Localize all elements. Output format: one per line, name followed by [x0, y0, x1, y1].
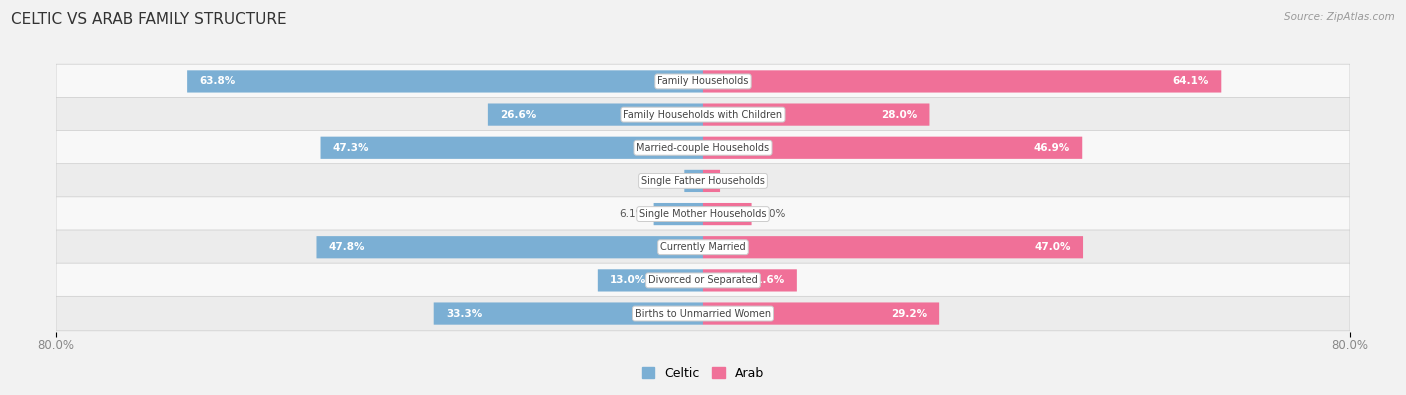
- Text: 47.0%: 47.0%: [1035, 242, 1071, 252]
- FancyBboxPatch shape: [703, 70, 1222, 92]
- Text: 46.9%: 46.9%: [1033, 143, 1070, 153]
- Text: Source: ZipAtlas.com: Source: ZipAtlas.com: [1284, 12, 1395, 22]
- Text: 33.3%: 33.3%: [446, 308, 482, 318]
- Text: Family Households with Children: Family Households with Children: [623, 109, 783, 120]
- Text: 13.0%: 13.0%: [610, 275, 647, 286]
- FancyBboxPatch shape: [703, 170, 720, 192]
- FancyBboxPatch shape: [433, 303, 703, 325]
- Text: Births to Unmarried Women: Births to Unmarried Women: [636, 308, 770, 318]
- FancyBboxPatch shape: [654, 203, 703, 225]
- Text: 63.8%: 63.8%: [200, 77, 236, 87]
- FancyBboxPatch shape: [187, 70, 703, 92]
- FancyBboxPatch shape: [316, 236, 703, 258]
- FancyBboxPatch shape: [56, 64, 1350, 99]
- Text: Single Mother Households: Single Mother Households: [640, 209, 766, 219]
- FancyBboxPatch shape: [56, 97, 1350, 132]
- Text: 29.2%: 29.2%: [891, 308, 927, 318]
- FancyBboxPatch shape: [685, 170, 703, 192]
- Text: 26.6%: 26.6%: [501, 109, 536, 120]
- FancyBboxPatch shape: [703, 103, 929, 126]
- FancyBboxPatch shape: [56, 263, 1350, 298]
- Text: Divorced or Separated: Divorced or Separated: [648, 275, 758, 286]
- FancyBboxPatch shape: [56, 197, 1350, 231]
- FancyBboxPatch shape: [56, 164, 1350, 198]
- FancyBboxPatch shape: [56, 230, 1350, 265]
- Text: CELTIC VS ARAB FAMILY STRUCTURE: CELTIC VS ARAB FAMILY STRUCTURE: [11, 12, 287, 27]
- FancyBboxPatch shape: [703, 269, 797, 292]
- FancyBboxPatch shape: [56, 296, 1350, 331]
- FancyBboxPatch shape: [598, 269, 703, 292]
- Text: 47.8%: 47.8%: [329, 242, 366, 252]
- FancyBboxPatch shape: [321, 137, 703, 159]
- Text: Family Households: Family Households: [658, 77, 748, 87]
- Legend: Celtic, Arab: Celtic, Arab: [637, 362, 769, 385]
- Text: 2.1%: 2.1%: [728, 176, 755, 186]
- Text: 11.6%: 11.6%: [748, 275, 785, 286]
- FancyBboxPatch shape: [56, 130, 1350, 165]
- FancyBboxPatch shape: [488, 103, 703, 126]
- FancyBboxPatch shape: [703, 137, 1083, 159]
- Text: Currently Married: Currently Married: [661, 242, 745, 252]
- FancyBboxPatch shape: [703, 203, 752, 225]
- Text: 28.0%: 28.0%: [882, 109, 917, 120]
- Text: 47.3%: 47.3%: [333, 143, 370, 153]
- Text: 6.1%: 6.1%: [619, 209, 645, 219]
- Text: 64.1%: 64.1%: [1173, 77, 1209, 87]
- Text: 6.0%: 6.0%: [759, 209, 786, 219]
- Text: Single Father Households: Single Father Households: [641, 176, 765, 186]
- Text: 2.3%: 2.3%: [650, 176, 676, 186]
- FancyBboxPatch shape: [703, 236, 1083, 258]
- FancyBboxPatch shape: [703, 303, 939, 325]
- Text: Married-couple Households: Married-couple Households: [637, 143, 769, 153]
